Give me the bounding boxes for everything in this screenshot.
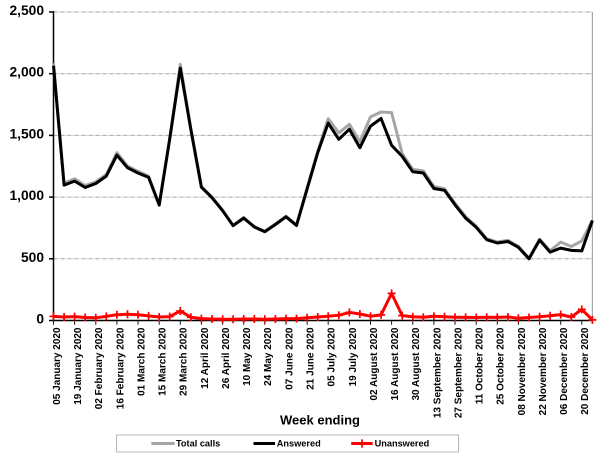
svg-text:2,000: 2,000 [9, 65, 44, 80]
svg-text:21 June 2020: 21 June 2020 [306, 327, 317, 390]
svg-text:16 February 2020: 16 February 2020 [115, 327, 126, 409]
svg-text:500: 500 [21, 250, 44, 265]
svg-text:08 November 2020: 08 November 2020 [517, 327, 528, 415]
svg-text:Week ending: Week ending [280, 412, 360, 427]
svg-text:1,000: 1,000 [9, 188, 44, 203]
svg-text:01 March 2020: 01 March 2020 [136, 327, 147, 396]
svg-text:24 May 2020: 24 May 2020 [263, 327, 274, 386]
svg-text:Answered: Answered [277, 439, 321, 449]
svg-text:16 August 2020: 16 August 2020 [390, 327, 401, 400]
svg-text:11 October 2020: 11 October 2020 [475, 327, 486, 404]
svg-text:19 July 2020: 19 July 2020 [348, 327, 359, 386]
svg-text:05 January 2020: 05 January 2020 [52, 327, 63, 405]
svg-text:13 September 2020: 13 September 2020 [432, 327, 443, 418]
svg-text:2,500: 2,500 [9, 3, 44, 18]
svg-text:27 September 2020: 27 September 2020 [453, 327, 464, 418]
svg-text:Total calls: Total calls [176, 439, 220, 449]
svg-text:02 August 2020: 02 August 2020 [369, 327, 380, 400]
svg-text:07 June 2020: 07 June 2020 [284, 327, 295, 390]
svg-text:26 April 2020: 26 April 2020 [221, 327, 232, 389]
svg-text:22 November 2020: 22 November 2020 [538, 327, 549, 415]
svg-text:29 March 2020: 29 March 2020 [179, 327, 190, 396]
svg-text:20 December 2020: 20 December 2020 [580, 327, 591, 415]
svg-text:30 August 2020: 30 August 2020 [411, 327, 422, 400]
svg-text:19 January 2020: 19 January 2020 [73, 327, 84, 405]
svg-text:0: 0 [36, 312, 44, 327]
svg-text:25 October 2020: 25 October 2020 [496, 327, 507, 405]
svg-text:02 February 2020: 02 February 2020 [94, 327, 105, 409]
svg-text:06 December 2020: 06 December 2020 [559, 327, 570, 415]
svg-text:15 March 2020: 15 March 2020 [158, 327, 169, 396]
svg-text:12 April 2020: 12 April 2020 [200, 327, 211, 389]
svg-text:05 July 2020: 05 July 2020 [327, 327, 338, 386]
svg-text:10 May 2020: 10 May 2020 [242, 327, 253, 386]
svg-text:Unanswered: Unanswered [375, 439, 430, 449]
svg-text:1,500: 1,500 [9, 126, 44, 141]
